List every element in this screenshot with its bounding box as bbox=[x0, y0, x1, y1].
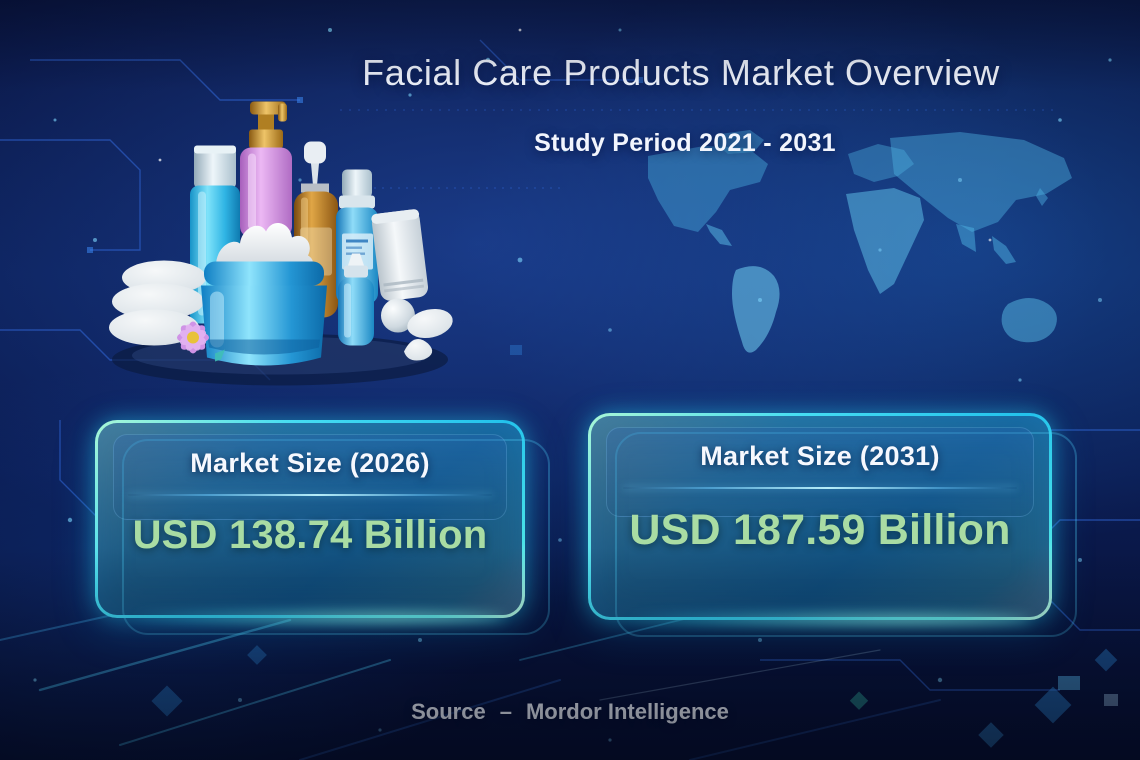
market-size-2031-label: Market Size (2031) bbox=[700, 441, 940, 471]
source-dash: – bbox=[499, 699, 512, 724]
light-streaks bbox=[0, 599, 941, 760]
card-divider bbox=[623, 487, 1017, 489]
market-size-2026-value: USD 138.74 Billion bbox=[132, 513, 488, 557]
source-attribution: Source – Mordor Intelligence bbox=[411, 699, 729, 725]
market-size-2026-label: Market Size (2026) bbox=[190, 448, 430, 478]
study-period-subtitle: Study Period 2021 - 2031 bbox=[534, 129, 836, 157]
source-value: Mordor Intelligence bbox=[525, 699, 729, 724]
market-size-2031-card: Market Size (2031) USD 187.59 Billion bbox=[588, 413, 1077, 637]
cream-tube-graphic bbox=[371, 209, 429, 301]
card-divider bbox=[127, 494, 493, 496]
source-label: Source bbox=[411, 699, 486, 724]
market-size-2031-value: USD 187.59 Billion bbox=[629, 506, 1011, 554]
products-illustration bbox=[109, 101, 453, 386]
world-map bbox=[648, 130, 1072, 353]
pump-bottle-graphic bbox=[240, 101, 292, 238]
market-size-2026-card: Market Size (2026) USD 138.74 Billion bbox=[95, 420, 550, 635]
